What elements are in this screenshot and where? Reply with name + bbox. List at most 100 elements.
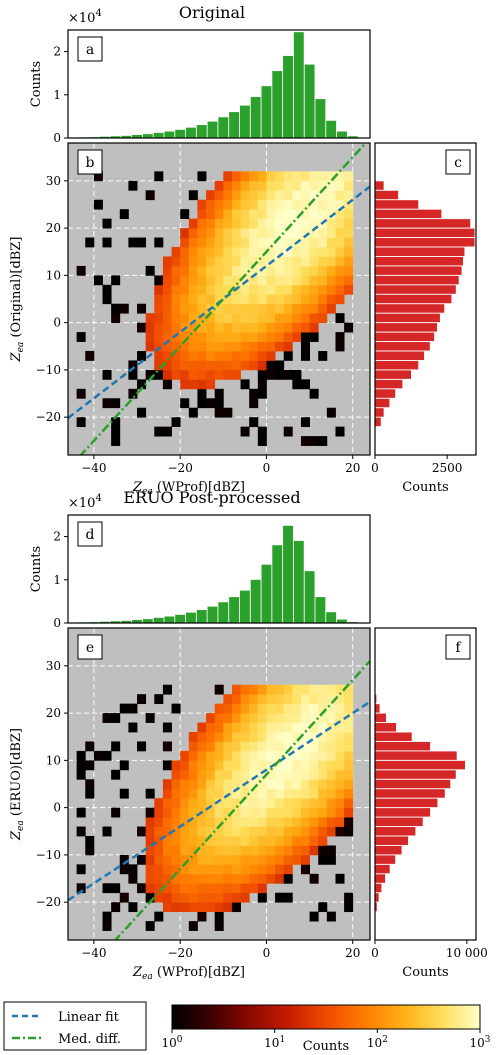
heatmap-cell xyxy=(214,218,224,229)
heatmap-cell xyxy=(231,713,241,723)
heatmap-cell xyxy=(300,713,310,723)
heatmap-cell xyxy=(283,845,293,856)
heatmap-cell xyxy=(231,313,241,324)
histogram-bar xyxy=(304,64,315,138)
heatmap-cell xyxy=(162,426,172,437)
heatmap-cell xyxy=(275,750,285,761)
x-tick-label: 0 xyxy=(371,461,379,475)
heatmap-cell xyxy=(292,826,302,837)
heatmap-cell xyxy=(257,388,267,399)
heatmap-cell xyxy=(249,313,259,324)
x-tick-label: 0 xyxy=(263,946,271,960)
heatmap-cell xyxy=(214,237,224,248)
heatmap-cell xyxy=(206,256,216,267)
heatmap-cell xyxy=(231,732,241,742)
heatmap-cell xyxy=(223,369,233,380)
heatmap-cell xyxy=(206,836,216,846)
histogram-bar xyxy=(375,285,456,294)
heatmap-cell xyxy=(197,351,207,361)
heatmap-cell xyxy=(214,190,224,201)
heatmap-xlabel: Zea (WProf)[dBZ] xyxy=(132,965,245,982)
heatmap-cell xyxy=(300,684,310,695)
heatmap-cell xyxy=(231,892,241,903)
histogram-bar xyxy=(375,741,431,751)
heatmap-cell xyxy=(128,703,138,714)
heatmap-cell xyxy=(102,398,112,409)
heatmap-cell xyxy=(171,369,181,380)
heatmap-cell xyxy=(318,836,328,846)
heatmap-cell xyxy=(223,256,233,267)
heatmap-cell xyxy=(240,892,250,903)
heatmap-cell xyxy=(249,388,259,399)
heatmap-cell xyxy=(300,379,310,390)
heatmap-cell xyxy=(197,209,207,220)
heatmap-cell xyxy=(266,703,276,714)
panel-label: c xyxy=(454,155,462,171)
heatmap-cell xyxy=(223,351,233,361)
heatmap-cell xyxy=(206,854,216,865)
heatmap-cell xyxy=(223,247,233,257)
heatmap-cell xyxy=(180,256,190,267)
heatmap-cell xyxy=(206,741,216,752)
heatmap-cell xyxy=(326,684,336,695)
histogram-bar xyxy=(375,209,442,219)
heatmap-cell xyxy=(344,713,354,723)
heatmap-cell xyxy=(240,360,250,371)
histogram-bar xyxy=(293,540,304,623)
histogram-bar xyxy=(218,602,229,623)
heatmap-cell xyxy=(171,275,181,286)
heatmap-cell xyxy=(292,769,302,780)
heatmap-ylabel: Zea (Original)[dBZ] xyxy=(9,237,26,363)
y-tick-label: 2 xyxy=(53,45,61,59)
heatmap-cell xyxy=(344,760,354,771)
heatmap-cell xyxy=(335,684,345,695)
heatmap-cell xyxy=(249,294,259,305)
heatmap-cell xyxy=(171,294,181,305)
heatmap-cell xyxy=(154,883,164,894)
heatmap-cell xyxy=(171,247,181,257)
heatmap-cell xyxy=(300,322,310,333)
heatmap-cell xyxy=(240,247,250,257)
heatmap-cell xyxy=(257,171,267,182)
heatmap-cell xyxy=(344,684,354,695)
histogram-bar xyxy=(375,789,445,798)
heatmap-cell xyxy=(240,237,250,248)
heatmap-cell xyxy=(231,883,241,894)
heatmap-cell xyxy=(214,703,224,714)
heatmap-cell xyxy=(300,798,310,809)
heatmap-cell xyxy=(240,750,250,761)
heatmap-cell xyxy=(171,332,181,342)
heatmap-cell xyxy=(275,836,285,846)
histogram-bar xyxy=(375,275,459,285)
y-tick-label: 30 xyxy=(46,174,61,188)
histogram-bar xyxy=(375,874,386,883)
heatmap-cell xyxy=(257,180,267,191)
heatmap-cell xyxy=(240,265,250,276)
heatmap-cell xyxy=(145,864,155,875)
heatmap-cell xyxy=(283,873,293,884)
heatmap-cell xyxy=(214,864,224,875)
heatmap-cell xyxy=(318,798,328,809)
heatmap-cell xyxy=(275,180,285,191)
heatmap-cell xyxy=(257,209,267,220)
panel-label: e xyxy=(86,640,94,656)
heatmap-cell xyxy=(257,294,267,305)
heatmap-cell xyxy=(266,190,276,201)
histogram-bar xyxy=(375,760,465,770)
heatmap-cell xyxy=(283,826,293,837)
heatmap-cell xyxy=(231,788,241,799)
heatmap-cell xyxy=(206,190,216,201)
section-title-original: Original xyxy=(179,3,245,22)
heatmap-cell xyxy=(214,921,224,931)
y-tick-label: 0 xyxy=(53,131,61,145)
heatmap-cell xyxy=(257,284,267,295)
heatmap-cell xyxy=(300,864,310,875)
heatmap-cell xyxy=(275,171,285,182)
heatmap-cell xyxy=(283,713,293,723)
histogram-bar xyxy=(229,112,240,138)
heatmap-cell xyxy=(283,294,293,305)
heatmap-cell xyxy=(266,360,276,371)
heatmap-cell xyxy=(214,351,224,361)
histogram-d: 0 1 2 Counts d xyxy=(29,514,371,630)
